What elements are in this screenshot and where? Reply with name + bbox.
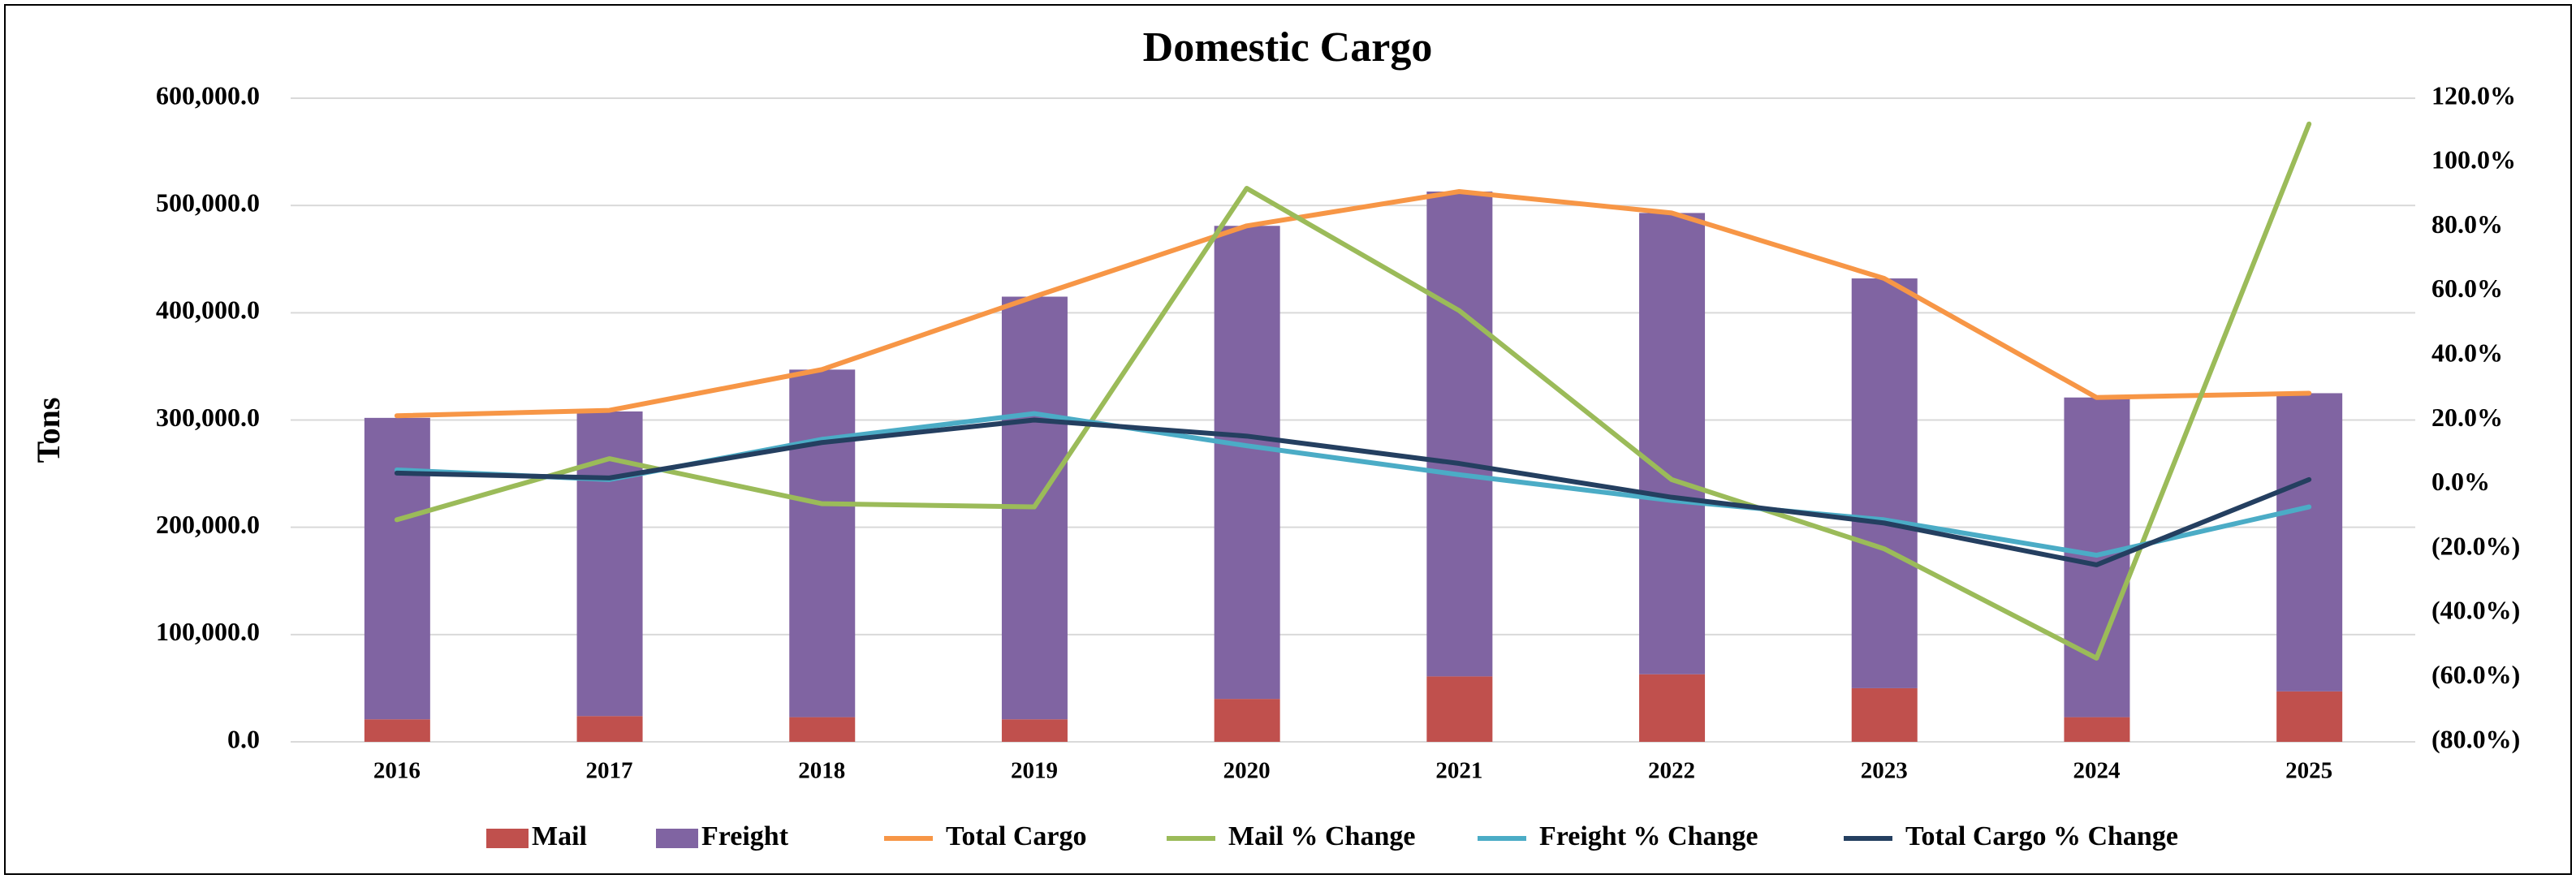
x-tick-label: 2021 (1435, 758, 1482, 784)
bar (789, 369, 856, 717)
legend-label: Freight % Change (1539, 821, 1758, 851)
y2-tick-label: 100.0% (2431, 145, 2516, 175)
legend-label: Freight (701, 821, 789, 851)
legend-swatch (486, 829, 529, 848)
y2-tick-label: (40.0%) (2431, 596, 2520, 625)
bar (2276, 691, 2343, 742)
y2-tick-label: 40.0% (2431, 338, 2503, 368)
bar (1851, 278, 1918, 688)
legend-label: Mail (532, 821, 587, 851)
legend-label: Mail % Change (1228, 821, 1415, 851)
bar (1426, 191, 1493, 677)
bar (1639, 674, 1706, 742)
x-tick-label: 2017 (586, 758, 633, 784)
legend-label: Total Cargo (946, 821, 1086, 851)
line-series (394, 188, 2312, 419)
x-tick-label: 2023 (1861, 758, 1908, 784)
y-tick-label: 400,000.0 (156, 295, 260, 325)
bar (1214, 699, 1280, 742)
x-tick-label: 2020 (1223, 758, 1271, 784)
chart-title: Domestic Cargo (1143, 24, 1433, 71)
line-series (394, 121, 2312, 661)
y2-tick-label: (80.0%) (2431, 724, 2520, 753)
legend-label: Total Cargo % Change (1905, 821, 2178, 851)
legend-swatch (656, 829, 698, 848)
y-tick-label: 300,000.0 (156, 403, 260, 432)
y-tick-label: 500,000.0 (156, 188, 260, 218)
x-tick-label: 2022 (1648, 758, 1695, 784)
y-tick-label: 100,000.0 (156, 617, 260, 646)
bar (789, 717, 856, 742)
x-tick-label: 2024 (2073, 758, 2120, 784)
y2-tick-label: 0.0% (2431, 467, 2490, 496)
bar (1214, 226, 1280, 700)
bar (364, 417, 430, 720)
bar (364, 719, 430, 742)
bar (2064, 717, 2130, 742)
y2-tick-label: 20.0% (2431, 403, 2503, 432)
y-tick-label: 600,000.0 (156, 80, 260, 110)
y-tick-label: 200,000.0 (156, 510, 260, 539)
bar (576, 716, 643, 742)
x-tick-label: 2018 (798, 758, 845, 784)
y2-tick-label: 60.0% (2431, 274, 2503, 303)
y2-tick-label: (60.0%) (2431, 660, 2520, 689)
bar (1639, 213, 1706, 674)
line-series (394, 417, 2312, 567)
x-tick-label: 2019 (1011, 758, 1058, 784)
y2-tick-label: 120.0% (2431, 80, 2516, 110)
y2-tick-label: (20.0%) (2431, 531, 2520, 560)
x-tick-label: 2016 (373, 758, 421, 784)
bar (1001, 719, 1068, 742)
y-tick-label: 0.0 (227, 724, 260, 753)
x-tick-label: 2025 (2285, 758, 2332, 784)
bar (2276, 393, 2343, 692)
y-axis-label: Tons (30, 398, 67, 463)
bar (1851, 687, 1918, 742)
bar (1426, 676, 1493, 742)
y2-tick-label: 80.0% (2431, 209, 2503, 239)
